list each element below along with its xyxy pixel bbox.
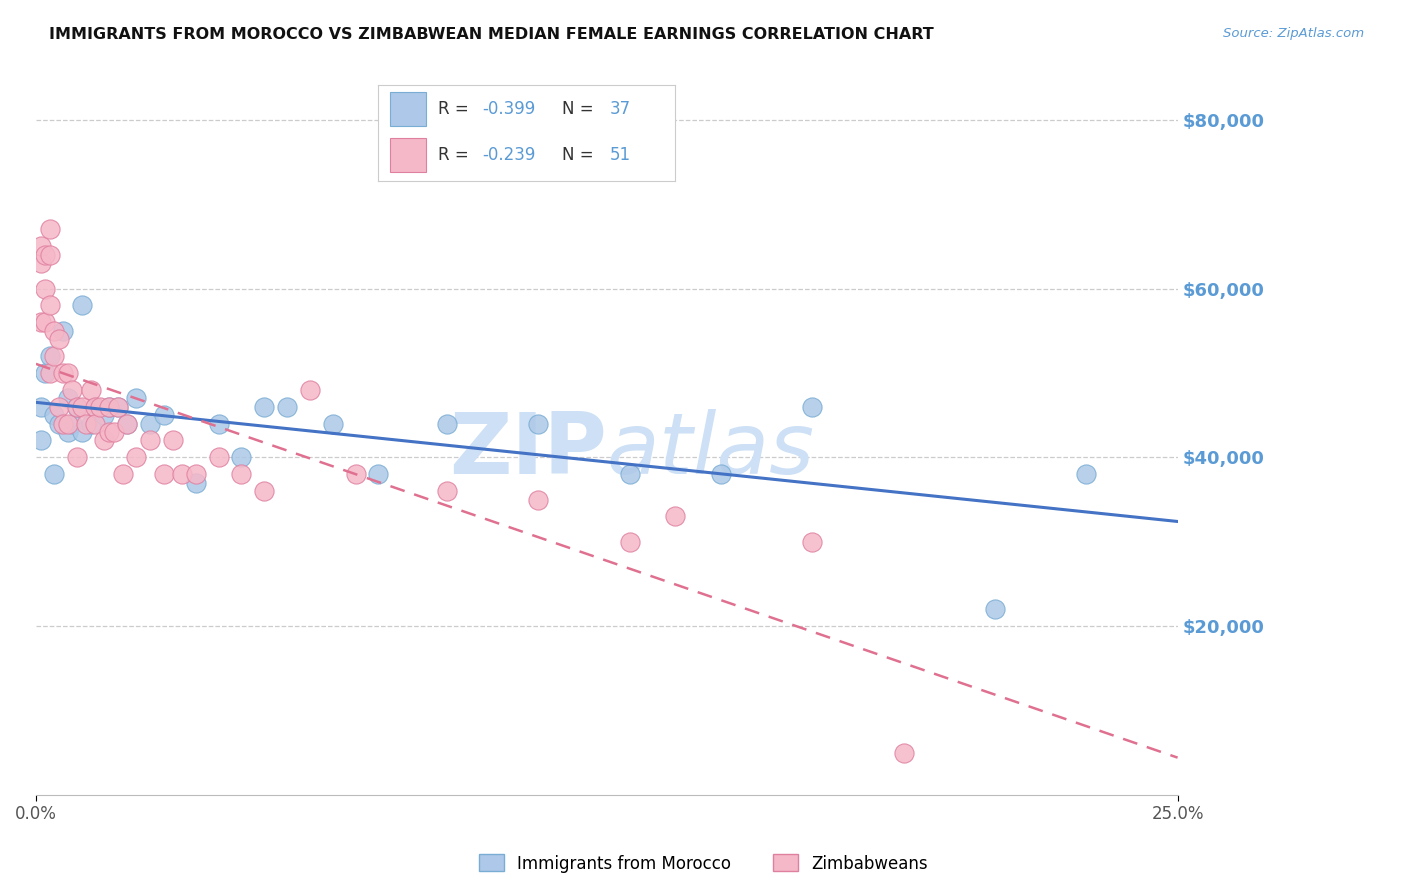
Point <box>619 534 641 549</box>
Point <box>107 400 129 414</box>
Point <box>84 417 107 431</box>
Point <box>117 417 139 431</box>
Point <box>1076 467 1098 482</box>
Point <box>117 417 139 431</box>
Point <box>70 400 93 414</box>
Point <box>207 450 229 465</box>
Point <box>153 408 176 422</box>
Point <box>893 746 915 760</box>
Point <box>162 434 184 448</box>
Point <box>89 400 111 414</box>
Point <box>527 492 550 507</box>
Point <box>80 417 103 431</box>
Point <box>52 417 75 431</box>
Point <box>75 417 97 431</box>
Point <box>153 467 176 482</box>
Point <box>710 467 733 482</box>
Point <box>48 417 70 431</box>
Point <box>56 391 79 405</box>
Point <box>34 315 56 329</box>
Point <box>367 467 389 482</box>
Point <box>30 239 52 253</box>
Point <box>801 400 824 414</box>
Point <box>56 366 79 380</box>
Point <box>253 484 276 499</box>
Point <box>98 425 121 439</box>
Point <box>298 383 321 397</box>
Point <box>56 417 79 431</box>
Point <box>139 434 162 448</box>
Point <box>48 400 70 414</box>
Point <box>125 450 148 465</box>
Text: atlas: atlas <box>607 409 814 492</box>
Point <box>253 400 276 414</box>
Point <box>56 425 79 439</box>
Point <box>44 467 66 482</box>
Point <box>231 450 253 465</box>
Point <box>70 425 93 439</box>
Text: ZIP: ZIP <box>449 409 607 492</box>
Point <box>66 400 89 414</box>
Point <box>44 324 66 338</box>
Point <box>98 400 121 414</box>
Point <box>184 467 207 482</box>
Point <box>80 383 103 397</box>
Point <box>231 467 253 482</box>
Text: IMMIGRANTS FROM MOROCCO VS ZIMBABWEAN MEDIAN FEMALE EARNINGS CORRELATION CHART: IMMIGRANTS FROM MOROCCO VS ZIMBABWEAN ME… <box>49 27 934 42</box>
Point <box>52 366 75 380</box>
Point <box>34 366 56 380</box>
Point <box>664 509 686 524</box>
Point <box>38 366 60 380</box>
Point <box>93 408 115 422</box>
Point <box>66 450 89 465</box>
Text: Source: ZipAtlas.com: Source: ZipAtlas.com <box>1223 27 1364 40</box>
Point <box>184 475 207 490</box>
Point <box>93 434 115 448</box>
Point <box>48 332 70 346</box>
Point <box>84 400 107 414</box>
Point <box>98 400 121 414</box>
Point <box>139 417 162 431</box>
Point <box>44 408 66 422</box>
Point <box>66 400 89 414</box>
Point <box>38 298 60 312</box>
Point <box>30 315 52 329</box>
Point <box>125 391 148 405</box>
Point <box>44 349 66 363</box>
Point <box>207 417 229 431</box>
Point <box>276 400 298 414</box>
Point <box>619 467 641 482</box>
Point <box>38 349 60 363</box>
Point <box>34 248 56 262</box>
Point <box>107 400 129 414</box>
Point <box>984 602 1007 616</box>
Point <box>34 281 56 295</box>
Point <box>38 248 60 262</box>
Point <box>436 417 458 431</box>
Point <box>103 425 125 439</box>
Point <box>84 400 107 414</box>
Point <box>62 383 84 397</box>
Point <box>38 222 60 236</box>
Point <box>62 417 84 431</box>
Point <box>70 298 93 312</box>
Point <box>52 324 75 338</box>
Point <box>527 417 550 431</box>
Point <box>322 417 344 431</box>
Point <box>30 434 52 448</box>
Point <box>170 467 193 482</box>
Point <box>30 400 52 414</box>
Point <box>30 256 52 270</box>
Point <box>344 467 367 482</box>
Point <box>436 484 458 499</box>
Legend: Immigrants from Morocco, Zimbabweans: Immigrants from Morocco, Zimbabweans <box>472 847 934 880</box>
Point <box>111 467 134 482</box>
Point <box>801 534 824 549</box>
